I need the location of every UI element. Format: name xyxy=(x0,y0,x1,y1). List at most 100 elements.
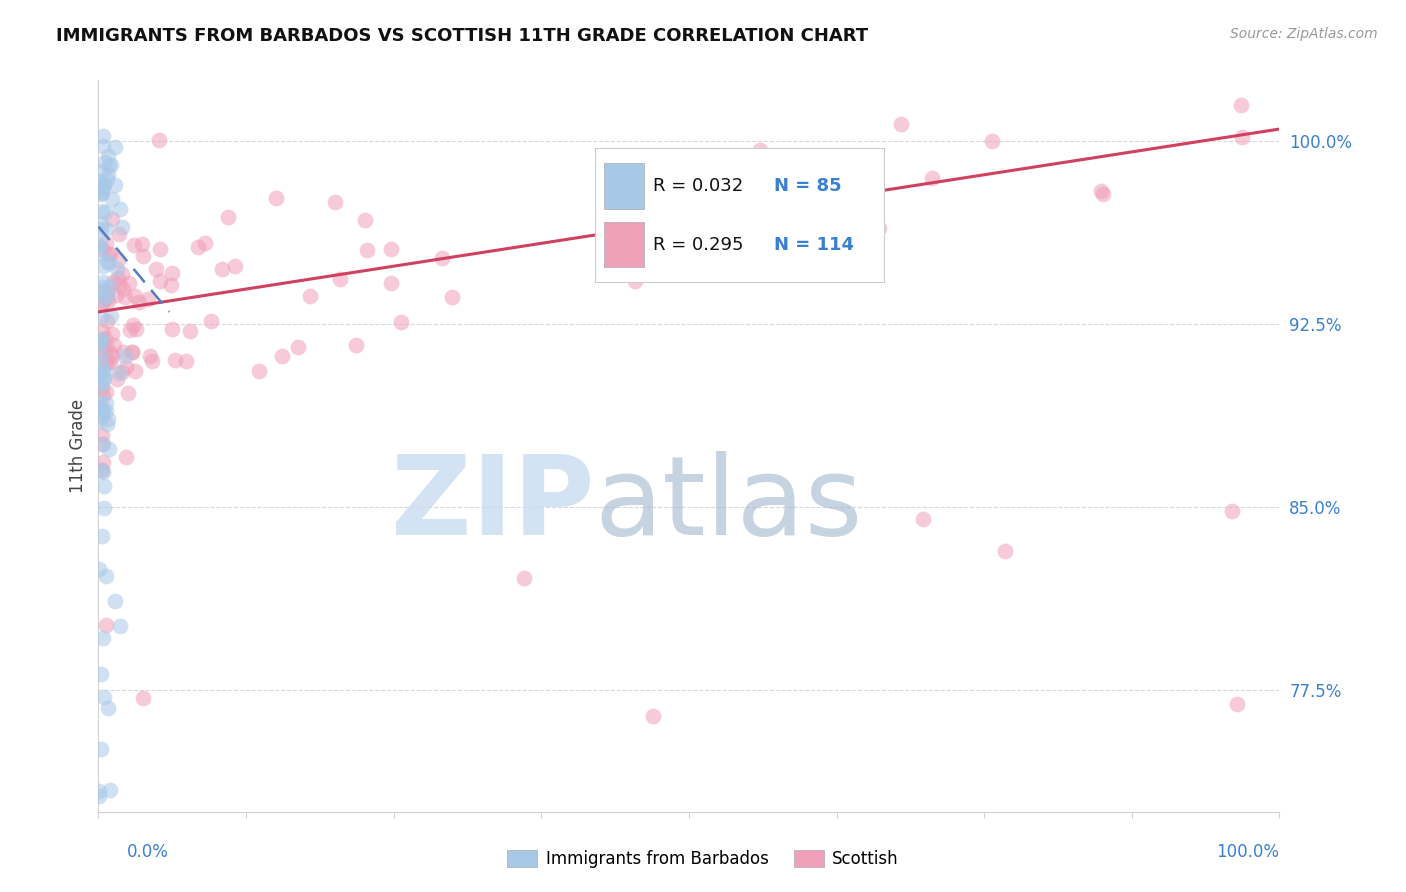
Point xyxy=(114,349,136,363)
Point xyxy=(114,359,136,374)
Point xyxy=(114,290,136,304)
Point xyxy=(89,398,111,412)
Point xyxy=(90,334,112,348)
Point xyxy=(217,210,239,224)
Point xyxy=(98,158,121,172)
Point xyxy=(89,332,111,346)
Point xyxy=(118,277,141,291)
Point xyxy=(131,237,153,252)
Point xyxy=(124,364,146,378)
Point xyxy=(101,349,124,363)
Point xyxy=(90,310,112,325)
Point xyxy=(91,631,114,645)
Point xyxy=(100,309,122,323)
Y-axis label: 11th Grade: 11th Grade xyxy=(69,399,87,493)
Point xyxy=(87,334,110,349)
Point xyxy=(91,463,114,477)
Point xyxy=(91,377,114,392)
Point xyxy=(87,365,110,379)
Point xyxy=(93,139,115,153)
Point xyxy=(91,324,114,338)
Point xyxy=(118,323,141,337)
Point xyxy=(1090,184,1112,198)
FancyBboxPatch shape xyxy=(605,163,644,209)
Point xyxy=(98,247,121,261)
Point xyxy=(1226,697,1249,711)
Text: 100.0%: 100.0% xyxy=(1216,843,1279,861)
Point xyxy=(89,376,111,390)
Point xyxy=(111,365,134,379)
Point xyxy=(121,318,143,332)
Point xyxy=(187,240,209,254)
Text: N = 85: N = 85 xyxy=(775,177,842,194)
Point xyxy=(211,261,233,276)
Point xyxy=(124,288,146,302)
FancyBboxPatch shape xyxy=(605,222,644,268)
Point xyxy=(749,143,772,157)
Point xyxy=(160,322,183,336)
Point xyxy=(91,529,114,543)
Point xyxy=(96,351,118,365)
Point xyxy=(96,284,118,298)
Point xyxy=(87,562,110,576)
Point xyxy=(96,253,118,268)
Point xyxy=(91,388,114,402)
Point xyxy=(87,394,110,409)
Point xyxy=(122,237,145,252)
Point xyxy=(89,784,111,798)
Point xyxy=(93,478,115,492)
Point xyxy=(1230,129,1253,144)
Point xyxy=(101,275,124,289)
Point xyxy=(165,353,187,368)
Point xyxy=(96,384,118,399)
Point xyxy=(111,267,134,281)
Point xyxy=(103,338,125,352)
Point xyxy=(91,259,114,273)
Point xyxy=(87,239,110,253)
Point xyxy=(89,402,111,417)
Point xyxy=(159,278,181,293)
Point xyxy=(90,181,112,195)
Point xyxy=(91,365,114,379)
Point xyxy=(125,322,148,336)
Point xyxy=(100,347,122,361)
Point xyxy=(90,186,112,201)
Text: ZIP: ZIP xyxy=(391,451,595,558)
Point xyxy=(107,271,129,285)
Point xyxy=(90,186,112,200)
Point xyxy=(128,294,150,309)
Point xyxy=(89,246,111,260)
Point xyxy=(194,236,217,251)
Point xyxy=(117,385,139,400)
Point xyxy=(1230,97,1253,112)
Point xyxy=(100,326,122,341)
Point xyxy=(96,356,118,370)
Point xyxy=(380,276,402,290)
Point xyxy=(224,259,246,273)
Point xyxy=(921,170,943,185)
Point xyxy=(94,404,117,418)
Point xyxy=(91,405,114,419)
Point xyxy=(97,167,120,181)
Point xyxy=(91,409,114,424)
Point xyxy=(145,261,167,276)
Point xyxy=(96,291,118,305)
Point xyxy=(108,277,131,292)
Text: N = 114: N = 114 xyxy=(775,235,855,253)
Point xyxy=(91,339,114,353)
Point xyxy=(641,709,664,723)
Point xyxy=(912,512,935,526)
Point xyxy=(97,412,120,426)
Point xyxy=(107,253,129,268)
Point xyxy=(93,690,115,704)
Point xyxy=(356,244,378,258)
Point xyxy=(264,191,287,205)
Point xyxy=(176,353,198,368)
Point xyxy=(93,500,115,515)
Point xyxy=(91,276,114,290)
Point xyxy=(91,185,114,199)
Point xyxy=(148,132,170,146)
Point xyxy=(94,355,117,369)
Point xyxy=(96,172,118,186)
Point xyxy=(91,381,114,395)
